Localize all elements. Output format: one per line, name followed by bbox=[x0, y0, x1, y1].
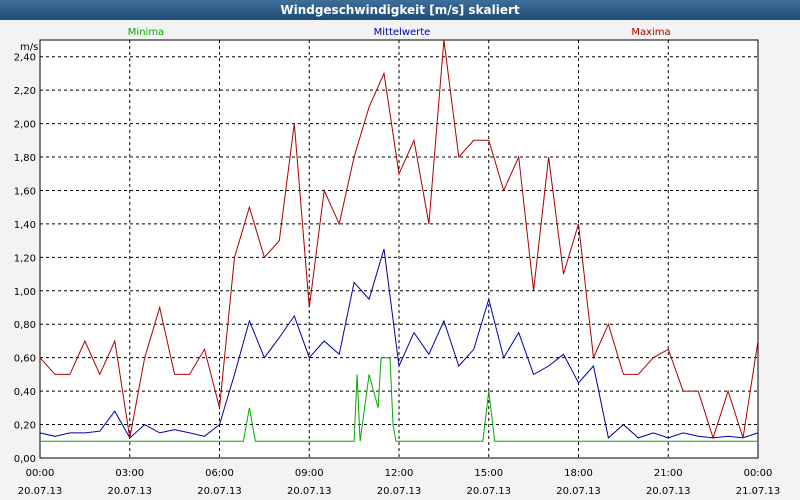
y-axis-label: m/s bbox=[20, 42, 38, 53]
x-tick-time: 09:00 bbox=[295, 468, 324, 479]
y-tick-label: 2,20 bbox=[14, 86, 36, 97]
x-tick-date: 20.07.13 bbox=[646, 486, 691, 497]
legend-mittelwerte: Mittelwerte bbox=[374, 27, 431, 38]
x-tick-time: 00:00 bbox=[26, 468, 55, 479]
x-tick-time: 00:00 bbox=[744, 468, 773, 479]
x-tick-time: 21:00 bbox=[654, 468, 683, 479]
y-tick-label: 2,40 bbox=[14, 53, 36, 64]
x-tick-date: 20.07.13 bbox=[287, 486, 332, 497]
x-tick-time: 18:00 bbox=[564, 468, 593, 479]
wind-speed-chart: 0,00 0,20 0,40 0,60 0,80 1,00 1,20 1,40 1,60 1,80… bbox=[14, 27, 781, 497]
x-tick-date: 20.07.13 bbox=[466, 486, 511, 497]
x-tick-date: 20.07.13 bbox=[107, 486, 152, 497]
y-tick-label: 1,00 bbox=[14, 287, 36, 298]
x-tick-date: 20.07.13 bbox=[377, 486, 422, 497]
legend-minima: Minima bbox=[128, 27, 164, 38]
y-tick-label: 0,40 bbox=[14, 387, 36, 398]
x-tick-time: 15:00 bbox=[474, 468, 503, 479]
y-tick-label: 1,80 bbox=[14, 153, 36, 164]
series-line-maxima bbox=[39, 39, 759, 440]
x-tick-date: 20.07.13 bbox=[197, 486, 242, 497]
y-tick-label: 1,20 bbox=[14, 253, 36, 264]
series-line-minima bbox=[40, 357, 758, 442]
x-tick-time: 12:00 bbox=[385, 468, 414, 479]
x-tick-date: 20.07.13 bbox=[556, 486, 601, 497]
series-line-mittelwerte bbox=[39, 248, 759, 439]
y-tick-label: 0,20 bbox=[14, 421, 36, 432]
y-tick-label: 1,40 bbox=[14, 220, 36, 231]
grid bbox=[40, 40, 758, 458]
x-axis-ticks: 00:00 20.07.13 03:00 20.07.13 06:00 20.07.13 0… bbox=[18, 468, 781, 497]
legend-maxima: Maxima bbox=[631, 27, 670, 38]
series-lines bbox=[39, 39, 759, 442]
x-tick-date: 21.07.13 bbox=[736, 486, 781, 497]
y-axis-ticks: 0,00 0,20 0,40 0,60 0,80 1,00 1,20 1,40 1,60 1,80… bbox=[14, 53, 36, 465]
y-tick-label: 0,60 bbox=[14, 354, 36, 365]
y-tick-label: 2,00 bbox=[14, 120, 36, 131]
legend: Minima Mittelwerte Maxima bbox=[128, 27, 671, 38]
chart-title: Windgeschwindigkeit [m/s] skaliert bbox=[0, 0, 800, 20]
x-tick-time: 06:00 bbox=[205, 468, 234, 479]
x-tick-time: 03:00 bbox=[115, 468, 144, 479]
y-tick-label: 0,80 bbox=[14, 320, 36, 331]
y-tick-label: 1,60 bbox=[14, 186, 36, 197]
y-tick-label: 0,00 bbox=[14, 454, 36, 465]
x-tick-date: 20.07.13 bbox=[18, 486, 63, 497]
